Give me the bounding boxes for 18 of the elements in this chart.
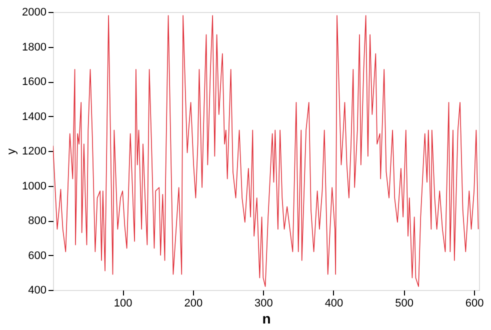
y-tick-label: 2000 xyxy=(22,6,46,18)
y-tick-label: 800 xyxy=(28,215,46,227)
y-tick-label: 400 xyxy=(28,284,46,296)
line-series xyxy=(53,15,479,287)
x-tick-label: 100 xyxy=(114,298,132,310)
x-tick-label: 300 xyxy=(254,298,273,310)
y-axis-title: y xyxy=(4,148,18,154)
y-tick-label: 1400 xyxy=(22,110,46,123)
y-tick-label: 600 xyxy=(28,250,46,262)
x-tick-label: 400 xyxy=(324,298,344,310)
x-tick-label: 600 xyxy=(465,298,484,310)
x-axis-title: n xyxy=(262,310,271,326)
y-tick-label: 1800 xyxy=(22,41,46,54)
y-tick-label: 1000 xyxy=(22,180,46,192)
y-tick-label: 1600 xyxy=(22,76,46,88)
x-tick-label: 200 xyxy=(184,298,203,310)
x-tick-label: 500 xyxy=(395,298,414,310)
y-tick-label: 1200 xyxy=(22,146,46,158)
